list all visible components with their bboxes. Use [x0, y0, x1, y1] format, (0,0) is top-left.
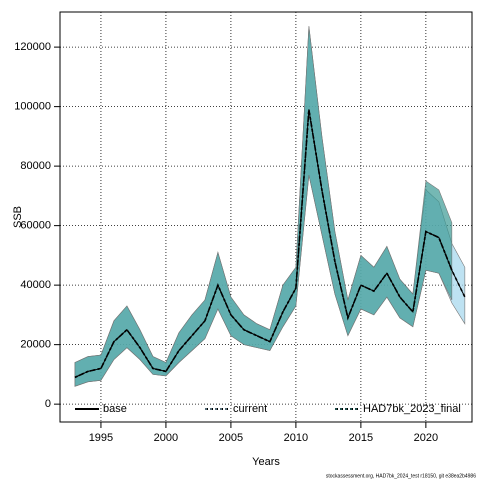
- y-tick-label: 100000: [14, 101, 51, 113]
- x-tick-label: 2015: [349, 432, 373, 444]
- y-axis-label: SSB: [12, 206, 24, 228]
- x-tick-label: 2005: [219, 432, 243, 444]
- y-tick-label: 20000: [20, 339, 51, 351]
- x-tick-label: 2010: [284, 432, 308, 444]
- footer: stockassessment.org, HAD7bk_2024_test r1…: [326, 473, 476, 479]
- y-tick-label: 120000: [14, 41, 51, 53]
- confidence-band: [74, 26, 453, 387]
- x-tick-label: 2020: [414, 432, 438, 444]
- y-tick-label: 60000: [20, 220, 51, 232]
- legend-label: HAD7bk_2023_final: [363, 403, 461, 415]
- x-axis-label: Years: [252, 456, 280, 468]
- y-tick-label: 40000: [20, 279, 51, 291]
- series-line: [74, 109, 453, 379]
- legend-label: current: [233, 403, 267, 415]
- plot-frame: [59, 11, 473, 423]
- legend-label: base: [103, 403, 127, 415]
- x-tick-label: 2000: [154, 432, 178, 444]
- y-tick-label: 80000: [20, 160, 51, 172]
- x-tick-label: 1995: [89, 432, 113, 444]
- y-tick-label: 0: [45, 398, 51, 410]
